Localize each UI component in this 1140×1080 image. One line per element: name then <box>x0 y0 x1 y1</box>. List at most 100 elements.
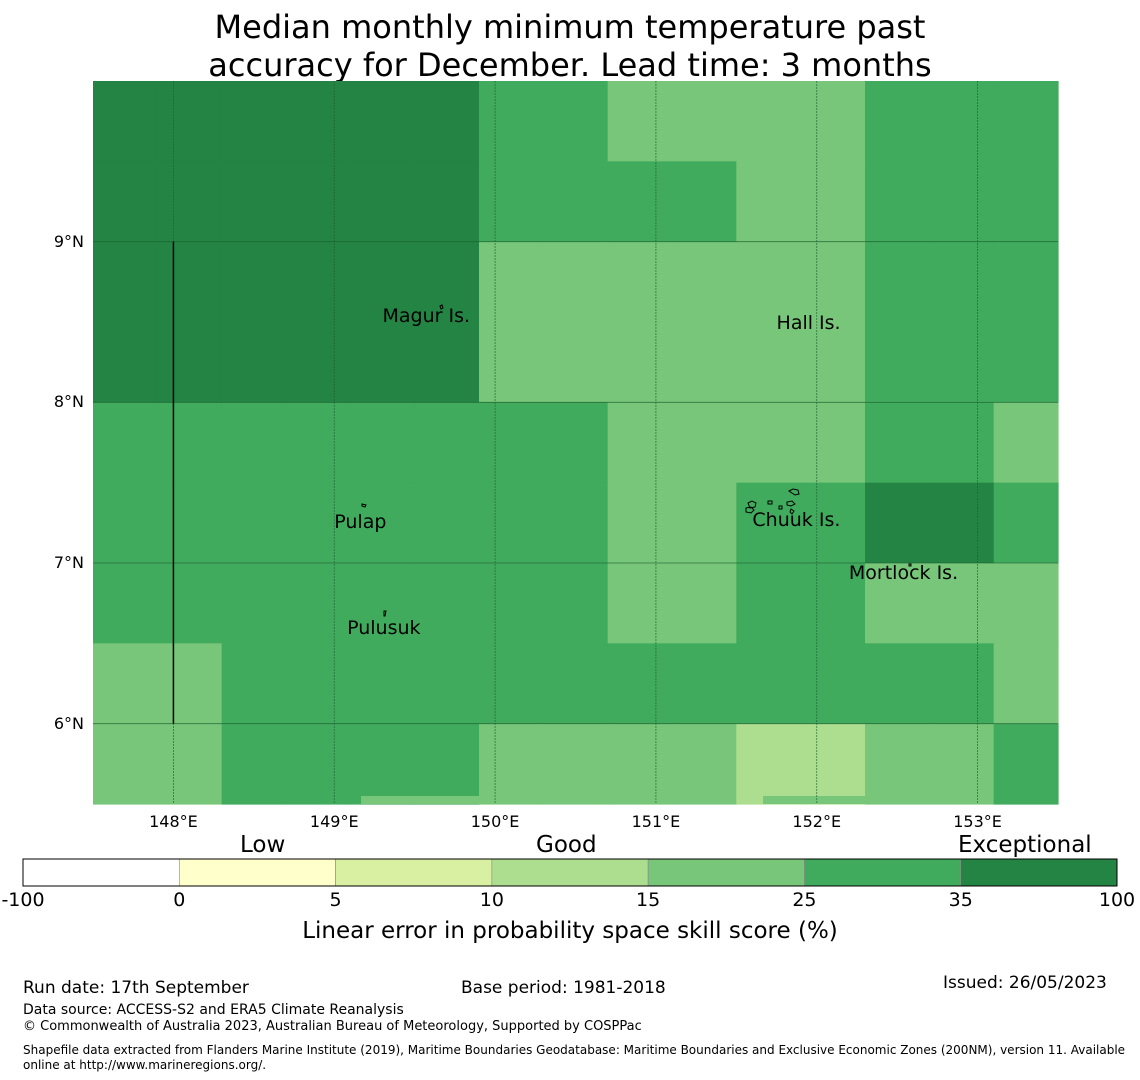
grid-cell <box>993 482 1059 564</box>
category-exceptional-label: Exceptional <box>958 832 1092 858</box>
grid-cell <box>93 723 158 805</box>
grid-cell <box>414 723 480 805</box>
grid-cell <box>286 161 351 243</box>
grid-cell <box>607 161 673 243</box>
grid-cell <box>221 643 287 725</box>
grid-cell <box>865 482 930 564</box>
grid-cell <box>672 241 737 323</box>
latitude-tick-label: 8°N <box>53 392 84 412</box>
island-outline <box>778 505 783 510</box>
grid-cell <box>865 563 930 644</box>
grid-cell <box>672 482 737 564</box>
grid-cell <box>157 563 223 644</box>
grid-cell <box>929 322 995 403</box>
grid-cell <box>736 241 802 323</box>
place-label: Pulusuk <box>347 616 421 639</box>
grid-cell <box>607 81 673 162</box>
grid-cell <box>350 482 416 564</box>
colorbar-tick-label: 15 <box>636 889 661 911</box>
place-label: Chuuk Is. <box>752 509 841 532</box>
grid-cell <box>672 81 737 162</box>
grid-cell <box>286 402 351 484</box>
grid-cell <box>929 161 995 243</box>
latitude-tick-label: 6°N <box>53 713 84 733</box>
colorbar-bin <box>22 858 180 887</box>
grid-cell <box>929 563 995 644</box>
grid-cell <box>221 161 287 243</box>
grid-cell <box>350 563 416 644</box>
grid-cell <box>414 643 480 725</box>
grid-cell <box>993 241 1059 323</box>
title-line-1: Median monthly minimum temperature past <box>214 8 926 46</box>
longitude-tick-label: 150°E <box>470 812 520 831</box>
colorbar-tick-label: 10 <box>479 889 504 911</box>
grid-cell <box>157 161 223 243</box>
grid-cell <box>800 563 866 644</box>
grid-cell <box>865 402 930 484</box>
grid-cell <box>929 402 995 484</box>
grid-cell <box>800 723 866 805</box>
grid-cell <box>286 81 351 162</box>
grid-cell <box>543 563 609 644</box>
grid-cell <box>93 241 158 323</box>
grid-cell <box>414 81 480 162</box>
shapefile-credit: Shapefile data extracted from Flanders M… <box>23 1043 1126 1072</box>
grid-cell <box>800 161 866 243</box>
issued-date: Issued: 26/05/2023 <box>943 973 1107 993</box>
colorbar-bin <box>647 858 805 887</box>
grid-cell <box>361 796 495 804</box>
grid-cell <box>350 402 416 484</box>
grid-cell <box>479 643 544 725</box>
grid-cell <box>607 482 673 564</box>
grid-cell <box>865 723 930 805</box>
grid-cell <box>286 322 351 403</box>
base-period: Base period: 1981-2018 <box>461 978 666 998</box>
grid-cell <box>286 723 351 805</box>
grid-cell <box>350 81 416 162</box>
grid-cell <box>93 322 158 403</box>
grid-cell <box>993 402 1059 484</box>
latitude-tick-label: 9°N <box>53 231 84 251</box>
place-label: Pulap <box>334 510 387 533</box>
grid-cell <box>157 241 223 323</box>
grid-cell <box>221 563 287 644</box>
map-panel <box>22 81 1118 887</box>
grid-cell <box>736 81 802 162</box>
colorbar-tick-label: 100 <box>1098 889 1136 911</box>
skill-grid <box>93 81 1059 805</box>
grid-cell <box>479 241 544 323</box>
colorbar-outline <box>22 858 1118 887</box>
grid-cell <box>350 241 416 323</box>
grid-cell <box>414 563 480 644</box>
grid-cell <box>672 723 737 805</box>
data-source: Data source: ACCESS-S2 and ERA5 Climate … <box>23 1002 404 1018</box>
grid-cell <box>479 161 544 243</box>
grid-cell <box>414 241 480 323</box>
place-label: Hall Is. <box>776 311 841 334</box>
grid-cell <box>221 482 287 564</box>
island-outline <box>908 563 912 567</box>
grid-cell <box>993 161 1059 243</box>
grid-cell <box>993 322 1059 403</box>
grid-cell <box>221 322 287 403</box>
grid-cell <box>736 322 802 403</box>
grid-cell <box>479 322 544 403</box>
colorbar-tick-label: 25 <box>792 889 817 911</box>
grid-cell <box>993 563 1059 644</box>
grid-cell <box>286 563 351 644</box>
island-outline <box>767 500 773 505</box>
grid-cell <box>993 81 1059 162</box>
colorbar-bin <box>804 858 962 887</box>
island-outline <box>788 488 800 496</box>
grid-cell <box>543 322 609 403</box>
grid-cell <box>607 723 673 805</box>
grid-cell <box>736 723 802 805</box>
grid-cell <box>93 81 158 162</box>
grid-cell <box>414 482 480 564</box>
grid-cell <box>350 322 416 403</box>
island-coastlines <box>172 241 912 724</box>
grid-cell <box>157 402 223 484</box>
grid-cell <box>350 643 416 725</box>
grid-cell <box>607 402 673 484</box>
grid-cell <box>221 402 287 484</box>
